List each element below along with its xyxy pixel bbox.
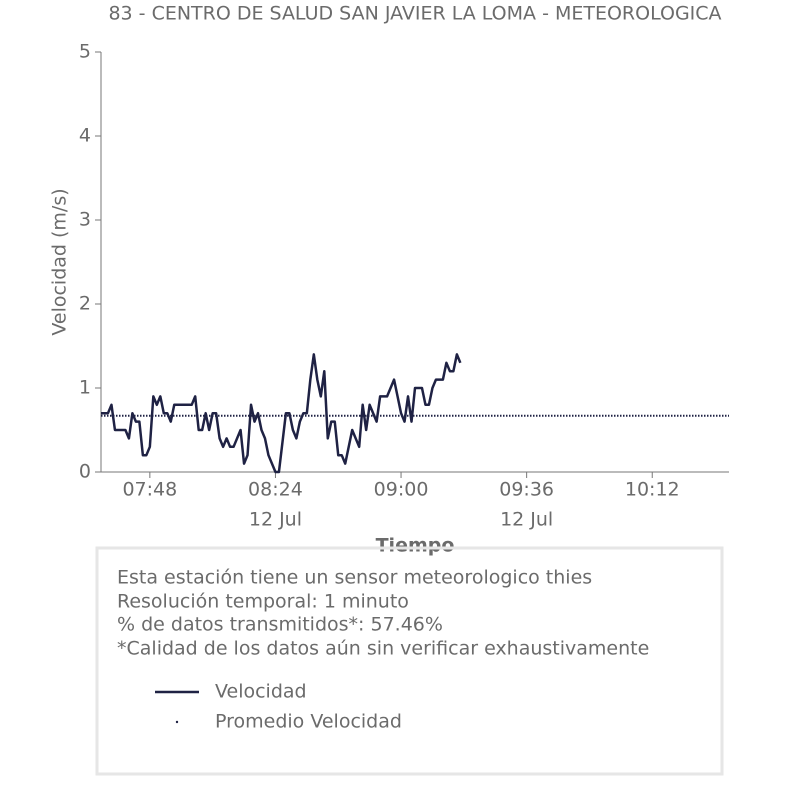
y-tick-label: 2 <box>79 293 91 315</box>
info-line: % de datos transmitidos*: 57.46% <box>117 614 443 636</box>
y-tick-label: 3 <box>79 209 91 231</box>
x-tick-label: 09:36 <box>499 479 554 501</box>
info-line: *Calidad de los datos aún sin verificar … <box>117 638 649 660</box>
y-axis-label: Velocidad (m/s) <box>49 188 71 335</box>
chart-title: 83 - CENTRO DE SALUD SAN JAVIER LA LOMA … <box>108 3 721 25</box>
x-tick-label: 07:48 <box>122 479 177 501</box>
legend-swatch <box>175 720 179 724</box>
data-line <box>101 353 462 474</box>
info-line: Esta estación tiene un sensor meteorolog… <box>117 567 592 589</box>
x-tick-label: 08:24 <box>248 479 303 501</box>
x-tick-label: 10:12 <box>625 479 680 501</box>
legend-label: Velocidad <box>215 681 307 703</box>
y-tick-label: 1 <box>79 377 91 399</box>
info-box <box>95 546 724 776</box>
legend-label: Promedio Velocidad <box>215 711 402 733</box>
info-line: Resolución temporal: 1 minuto <box>117 591 409 613</box>
y-tick-label: 5 <box>79 41 91 63</box>
x-tick-date: 12 Jul <box>500 509 553 531</box>
x-tick-date: 12 Jul <box>249 509 302 531</box>
x-axis-label: Tiempo <box>376 535 455 557</box>
y-tick-label: 4 <box>79 125 91 147</box>
y-tick-label: 0 <box>79 461 91 483</box>
x-tick-label: 09:00 <box>374 479 429 501</box>
